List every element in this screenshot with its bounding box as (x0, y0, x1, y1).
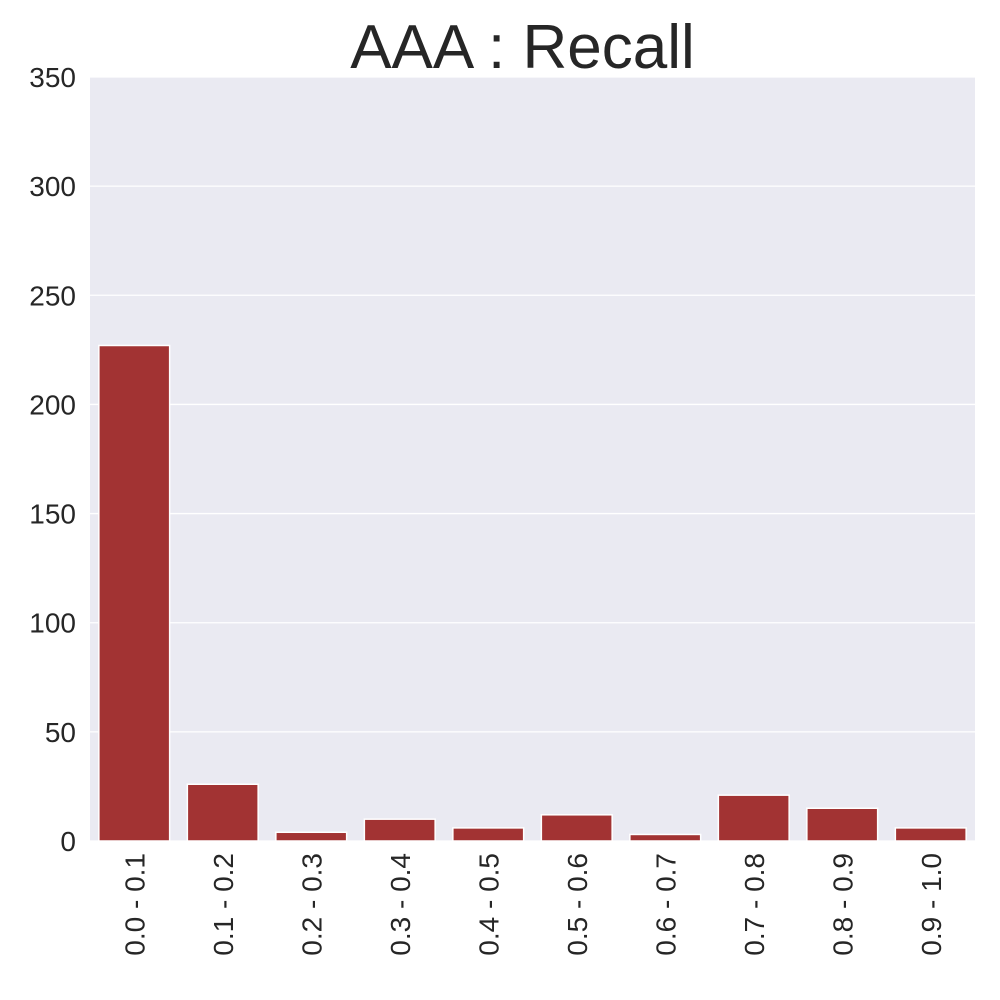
bar (186, 783, 259, 842)
bar (275, 831, 348, 842)
x-tick-label: 0.6 - 0.7 (650, 853, 681, 956)
y-tick-label: 300 (29, 171, 76, 202)
x-tick-label: 0.1 - 0.2 (208, 853, 239, 956)
x-tick-label: 0.8 - 0.9 (827, 853, 858, 956)
bar (894, 827, 967, 842)
bar (363, 818, 436, 842)
y-tick-label: 100 (29, 608, 76, 639)
bar (806, 807, 879, 842)
plot-area (90, 77, 975, 841)
x-axis-ticks: 0.0 - 0.1 0.1 - 0.2 0.2 - 0.3 0.3 - 0.4 0.4 … (119, 853, 947, 956)
x-tick-label: 0.9 - 1.0 (916, 853, 947, 956)
bar (98, 344, 171, 842)
x-tick-label: 0.7 - 0.8 (739, 853, 770, 956)
x-tick-label: 0.2 - 0.3 (296, 853, 327, 956)
grid-lines (90, 76, 975, 842)
y-tick-label: 0 (60, 826, 76, 857)
y-tick-label: 250 (29, 280, 76, 311)
x-tick-label: 0.4 - 0.5 (473, 853, 504, 956)
y-tick-label: 200 (29, 389, 76, 420)
y-tick-label: 350 (29, 62, 76, 93)
y-axis-ticks: 0 50 100 150 200 250 300 350 (29, 62, 76, 857)
bar (452, 827, 525, 842)
x-tick-label: 0.3 - 0.4 (385, 853, 416, 956)
bar (629, 833, 702, 842)
bar (540, 814, 613, 842)
bar (717, 794, 790, 842)
x-tick-label: 0.5 - 0.6 (562, 853, 593, 956)
y-tick-label: 150 (29, 499, 76, 530)
chart-title: AAA : Recall (350, 13, 695, 82)
x-tick-label: 0.0 - 0.1 (119, 853, 150, 956)
y-tick-label: 50 (45, 717, 76, 748)
bars (98, 344, 967, 842)
